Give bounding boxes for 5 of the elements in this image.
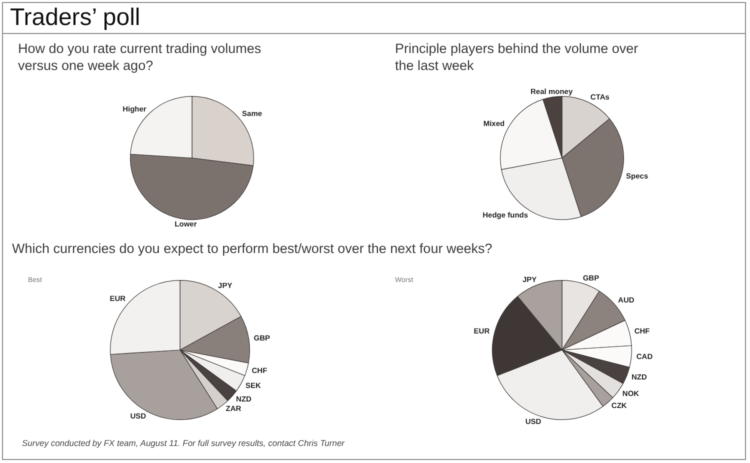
text: Survey conducted by FX team, August 11. For full survey results, contact Chris Turner <box>22 438 345 449</box>
chart-title: How do you rate current trading volumes versus one week ago? <box>18 40 262 74</box>
chart-title: Principle players behind the volume over the last week <box>395 40 640 74</box>
text: Traders’ poll <box>10 3 140 33</box>
chart-title: Which currencies do you expect to perform best/worst over the next four weeks? <box>12 240 492 257</box>
